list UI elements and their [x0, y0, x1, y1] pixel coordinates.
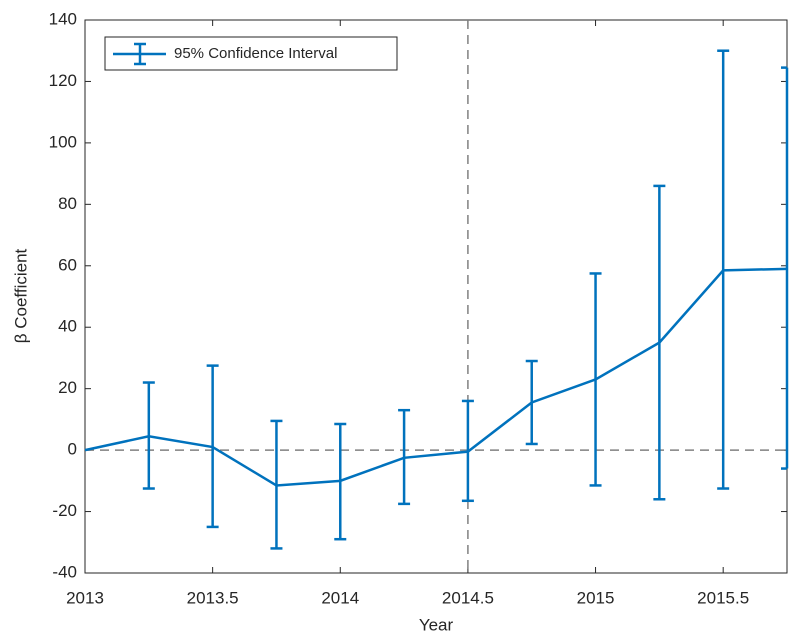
y-tick-label: 60 — [58, 255, 77, 274]
x-tick-label: 2015 — [577, 588, 615, 607]
y-tick-label: 140 — [49, 9, 77, 28]
error-bar — [461, 399, 474, 503]
data-line — [84, 267, 788, 487]
y-axis-label: β Coefficient — [11, 248, 30, 343]
x-tick-label: 2013.5 — [187, 588, 239, 607]
error-bar — [717, 49, 730, 490]
error-bar — [142, 381, 155, 490]
error-bar — [206, 364, 219, 529]
x-axis-label: Year — [419, 615, 454, 634]
error-bar — [781, 66, 789, 470]
y-tick-label: 100 — [49, 132, 77, 151]
error-bar — [398, 408, 411, 506]
y-tick-label: 120 — [49, 71, 77, 90]
legend-label: 95% Confidence Interval — [174, 45, 337, 62]
x-tick-label: 2014.5 — [442, 588, 494, 607]
error-bar — [589, 272, 602, 487]
y-tick-label: -20 — [52, 501, 77, 520]
y-tick-label: -40 — [52, 562, 77, 581]
x-tick-label: 2014 — [321, 588, 359, 607]
error-bar — [270, 419, 283, 550]
x-tick-label: 2015.5 — [697, 588, 749, 607]
error-bar — [653, 184, 666, 501]
y-tick-label: 80 — [58, 194, 77, 213]
y-tick-label: 0 — [68, 440, 77, 459]
x-tick-label: 2013 — [66, 588, 104, 607]
y-tick-label: 20 — [58, 378, 77, 397]
plot-area — [84, 19, 788, 574]
error-bar — [525, 359, 538, 446]
error-bar — [334, 422, 347, 541]
y-tick-label: 40 — [58, 317, 77, 336]
